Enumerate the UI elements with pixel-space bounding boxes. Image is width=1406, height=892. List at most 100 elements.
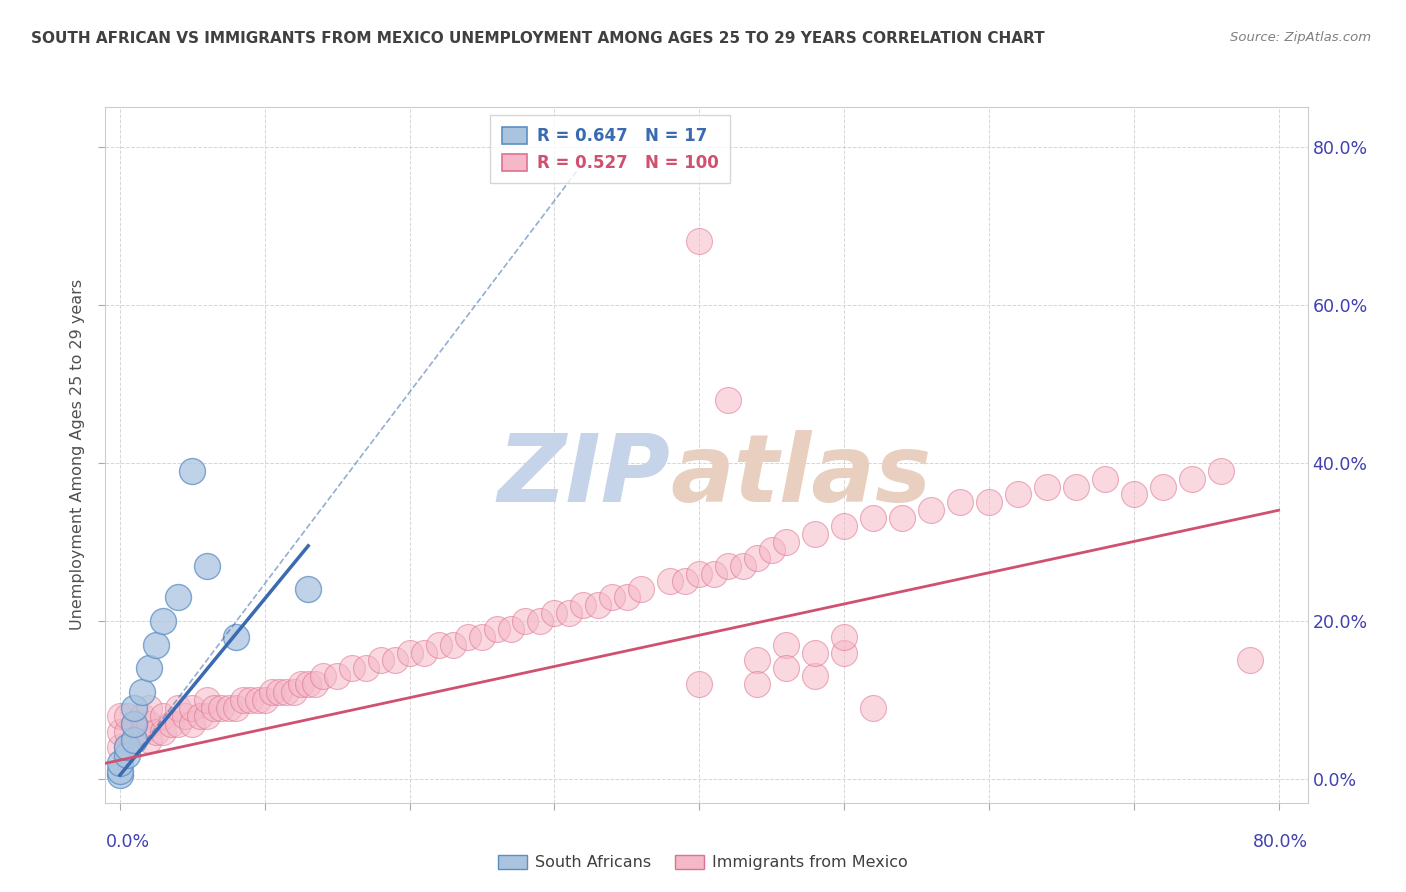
Legend: South Africans, Immigrants from Mexico: South Africans, Immigrants from Mexico — [494, 850, 912, 875]
Text: atlas: atlas — [671, 430, 932, 522]
Point — [181, 464, 204, 478]
Point — [457, 630, 479, 644]
Point — [688, 566, 710, 581]
Point — [297, 582, 319, 597]
Point — [218, 701, 240, 715]
Point — [340, 661, 363, 675]
Point — [159, 716, 181, 731]
Point — [152, 614, 174, 628]
Point — [276, 685, 298, 699]
Point — [260, 685, 283, 699]
Point — [124, 716, 146, 731]
Point — [138, 701, 160, 715]
Point — [1036, 479, 1059, 493]
Point — [920, 503, 942, 517]
Point — [688, 235, 710, 249]
Point — [398, 646, 420, 660]
Point — [688, 677, 710, 691]
Point — [862, 701, 884, 715]
Point — [138, 661, 160, 675]
Point — [832, 630, 855, 644]
Point — [131, 685, 153, 699]
Point — [572, 598, 595, 612]
Point — [124, 716, 146, 731]
Point — [225, 630, 247, 644]
Point — [202, 701, 225, 715]
Point — [1122, 487, 1144, 501]
Point — [731, 558, 754, 573]
Point — [630, 582, 652, 597]
Point — [108, 768, 131, 782]
Point — [775, 638, 797, 652]
Point — [152, 724, 174, 739]
Point — [543, 606, 565, 620]
Point — [167, 716, 190, 731]
Point — [239, 693, 262, 707]
Point — [181, 701, 204, 715]
Point — [195, 693, 218, 707]
Point — [832, 646, 855, 660]
Text: SOUTH AFRICAN VS IMMIGRANTS FROM MEXICO UNEMPLOYMENT AMONG AGES 25 TO 29 YEARS C: SOUTH AFRICAN VS IMMIGRANTS FROM MEXICO … — [31, 31, 1045, 46]
Point — [152, 708, 174, 723]
Point — [188, 708, 211, 723]
Point — [384, 653, 406, 667]
Text: 0.0%: 0.0% — [105, 833, 149, 851]
Point — [312, 669, 335, 683]
Text: ZIP: ZIP — [498, 430, 671, 522]
Point — [145, 638, 167, 652]
Point — [304, 677, 326, 691]
Point — [115, 708, 138, 723]
Point — [515, 614, 537, 628]
Point — [949, 495, 972, 509]
Point — [804, 646, 827, 660]
Point — [1152, 479, 1174, 493]
Point — [747, 550, 769, 565]
Point — [195, 558, 218, 573]
Point — [167, 591, 190, 605]
Point — [441, 638, 464, 652]
Point — [370, 653, 392, 667]
Point — [1007, 487, 1029, 501]
Text: 80.0%: 80.0% — [1253, 833, 1308, 851]
Point — [354, 661, 377, 675]
Point — [717, 558, 740, 573]
Point — [283, 685, 305, 699]
Point — [131, 708, 153, 723]
Point — [832, 519, 855, 533]
Point — [297, 677, 319, 691]
Point — [138, 732, 160, 747]
Point — [108, 724, 131, 739]
Point — [246, 693, 269, 707]
Point — [115, 724, 138, 739]
Point — [775, 534, 797, 549]
Point — [290, 677, 312, 691]
Text: Source: ZipAtlas.com: Source: ZipAtlas.com — [1230, 31, 1371, 45]
Point — [131, 724, 153, 739]
Point — [775, 661, 797, 675]
Point — [108, 764, 131, 779]
Point — [124, 732, 146, 747]
Point — [209, 701, 232, 715]
Point — [761, 542, 783, 557]
Point — [499, 622, 522, 636]
Point — [529, 614, 551, 628]
Point — [253, 693, 276, 707]
Point — [269, 685, 291, 699]
Legend: R = 0.647   N = 17, R = 0.527   N = 100: R = 0.647 N = 17, R = 0.527 N = 100 — [491, 115, 730, 184]
Point — [862, 511, 884, 525]
Point — [1239, 653, 1261, 667]
Point — [673, 574, 696, 589]
Point — [1064, 479, 1087, 493]
Point — [558, 606, 581, 620]
Point — [1094, 472, 1116, 486]
Point — [747, 677, 769, 691]
Point — [108, 708, 131, 723]
Point — [108, 756, 131, 771]
Point — [659, 574, 682, 589]
Point — [616, 591, 638, 605]
Point — [181, 716, 204, 731]
Point — [326, 669, 349, 683]
Point — [471, 630, 494, 644]
Point — [1181, 472, 1204, 486]
Point — [232, 693, 254, 707]
